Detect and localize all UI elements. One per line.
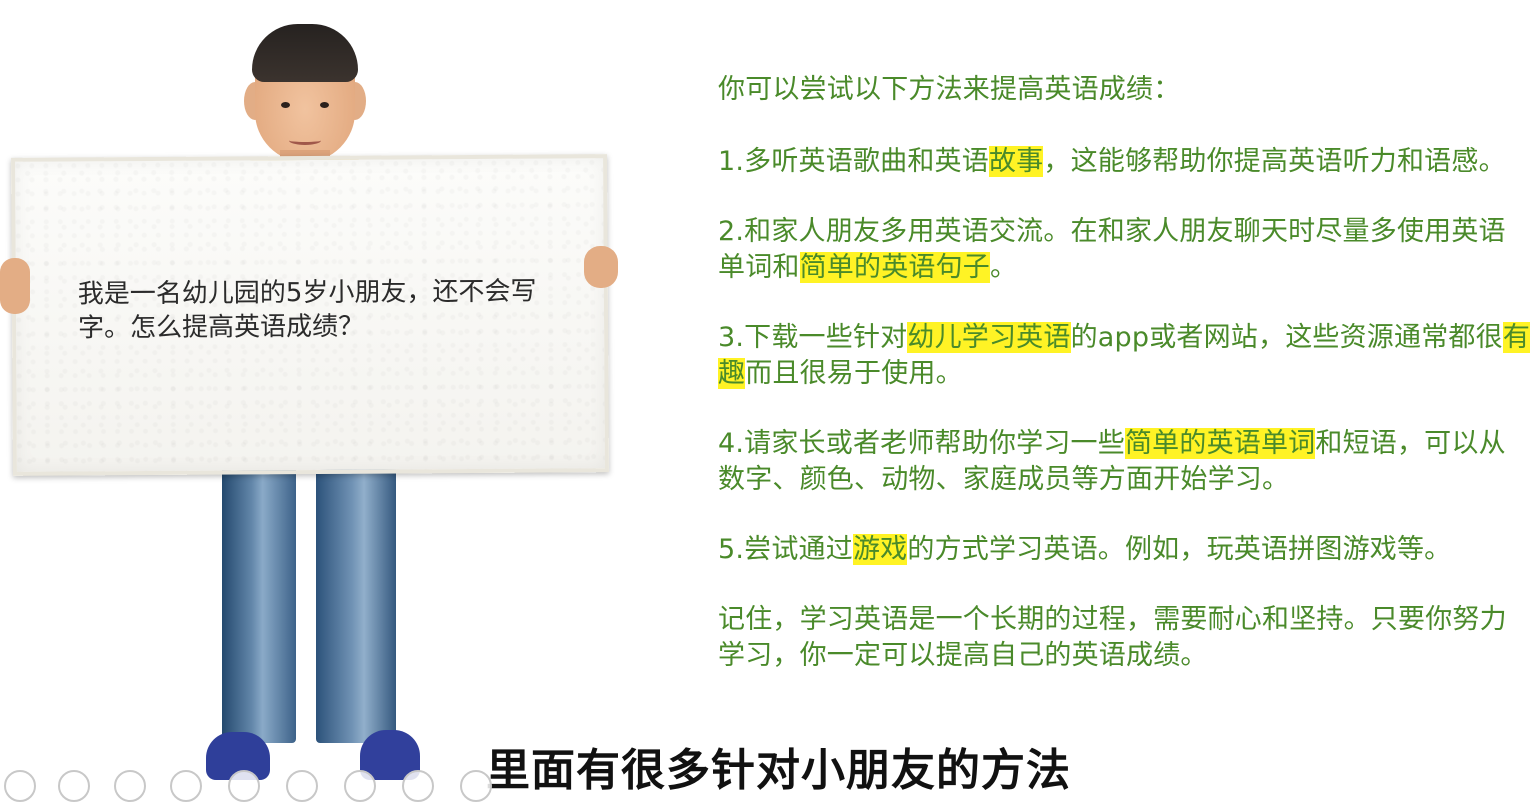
- tip-text: 1.多听英语歌曲和英语: [718, 146, 989, 177]
- boy-leg-right: [316, 458, 396, 743]
- tip-item: 1.多听英语歌曲和英语故事，这能够帮助你提高英语听力和语感。: [718, 144, 1530, 180]
- boy-mouth: [289, 136, 321, 145]
- tip-text: ，这能够帮助你提高英语听力和语感。: [1043, 146, 1506, 177]
- tip-item: 3.下载一些针对幼儿学习英语的app或者网站，这些资源通常都很有趣而且很易于使用…: [718, 320, 1531, 392]
- highlighted-phrase: 幼儿学习英语: [907, 322, 1071, 353]
- highlighted-phrase: 故事: [988, 146, 1044, 177]
- tips-list: 1.多听英语歌曲和英语故事，这能够帮助你提高英语听力和语感。 2.和家人朋友多用英…: [718, 144, 1531, 568]
- menu-icon[interactable]: [286, 770, 318, 802]
- pen-icon[interactable]: [114, 770, 146, 802]
- presentation-toolbar: [0, 770, 500, 802]
- boy-hand-right: [584, 246, 618, 288]
- tip-text: 4.请家长或者老师帮助你学习一些: [718, 428, 1125, 459]
- question-text: 我是一名幼儿园的5岁小朋友，还不会写字。怎么提高英语成绩？: [77, 276, 537, 344]
- next-icon[interactable]: [58, 770, 90, 802]
- answer-conclusion: 记住，学习英语是一个长期的过程，需要耐心和坚持。只要你努力学习，你一定可以提高自…: [718, 604, 1507, 671]
- tip-item: 4.请家长或者老师帮助你学习一些简单的英语单词和短语，可以从数字、颜色、动物、家…: [718, 426, 1530, 498]
- highlighted-phrase: 游戏: [852, 534, 908, 565]
- previous-icon[interactable]: [4, 770, 36, 802]
- question-board: 我是一名幼儿园的5岁小朋友，还不会写字。怎么提高英语成绩？: [11, 154, 609, 476]
- screen-icon[interactable]: [344, 770, 376, 802]
- tip-text: 2.和家人朋友多用英语交流。在和家人朋友聊天时尽量多使用英语单词和: [718, 216, 1506, 283]
- tip-item: 2.和家人朋友多用英语交流。在和家人朋友聊天时尽量多使用英语单词和简单的英语句子…: [718, 214, 1530, 286]
- boy-hand-left: [0, 258, 30, 314]
- boy-eye-right: [320, 102, 329, 108]
- grid-icon[interactable]: [170, 770, 202, 802]
- boy-hair: [252, 24, 358, 82]
- tip-text: 3.下载一些针对: [718, 322, 908, 353]
- tip-text: 而且很易于使用。: [745, 358, 963, 389]
- highlighted-phrase: 简单的英语句子: [799, 252, 991, 283]
- tip-item: 5.尝试通过游戏的方式学习英语。例如，玩英语拼图游戏等。: [718, 532, 1530, 568]
- more-icon[interactable]: [402, 770, 434, 802]
- boy-leg-left: [222, 458, 296, 743]
- tip-text: 的app或者网站，这些资源通常都很: [1070, 322, 1503, 353]
- answer-panel: 你可以尝试以下方法来提高英语成绩： 1.多听英语歌曲和英语故事，这能够帮助你提高…: [718, 72, 1531, 674]
- tip-text: 5.尝试通过: [718, 534, 853, 565]
- video-subtitle: 里面有很多针对小朋友的方法: [486, 745, 1071, 796]
- tip-text: 和短语，可以从数字、颜色、动物、家庭成员等方面开始学习。: [718, 428, 1506, 495]
- zoom-icon[interactable]: [228, 770, 260, 802]
- tip-text: 的方式学习英语。例如，玩英语拼图游戏等。: [907, 534, 1452, 565]
- boy-eye-left: [281, 102, 290, 108]
- highlighted-phrase: 简单的英语单词: [1124, 428, 1316, 459]
- tip-text: 。: [990, 252, 1018, 283]
- answer-intro: 你可以尝试以下方法来提高英语成绩：: [718, 74, 1181, 105]
- exit-icon[interactable]: [460, 770, 492, 802]
